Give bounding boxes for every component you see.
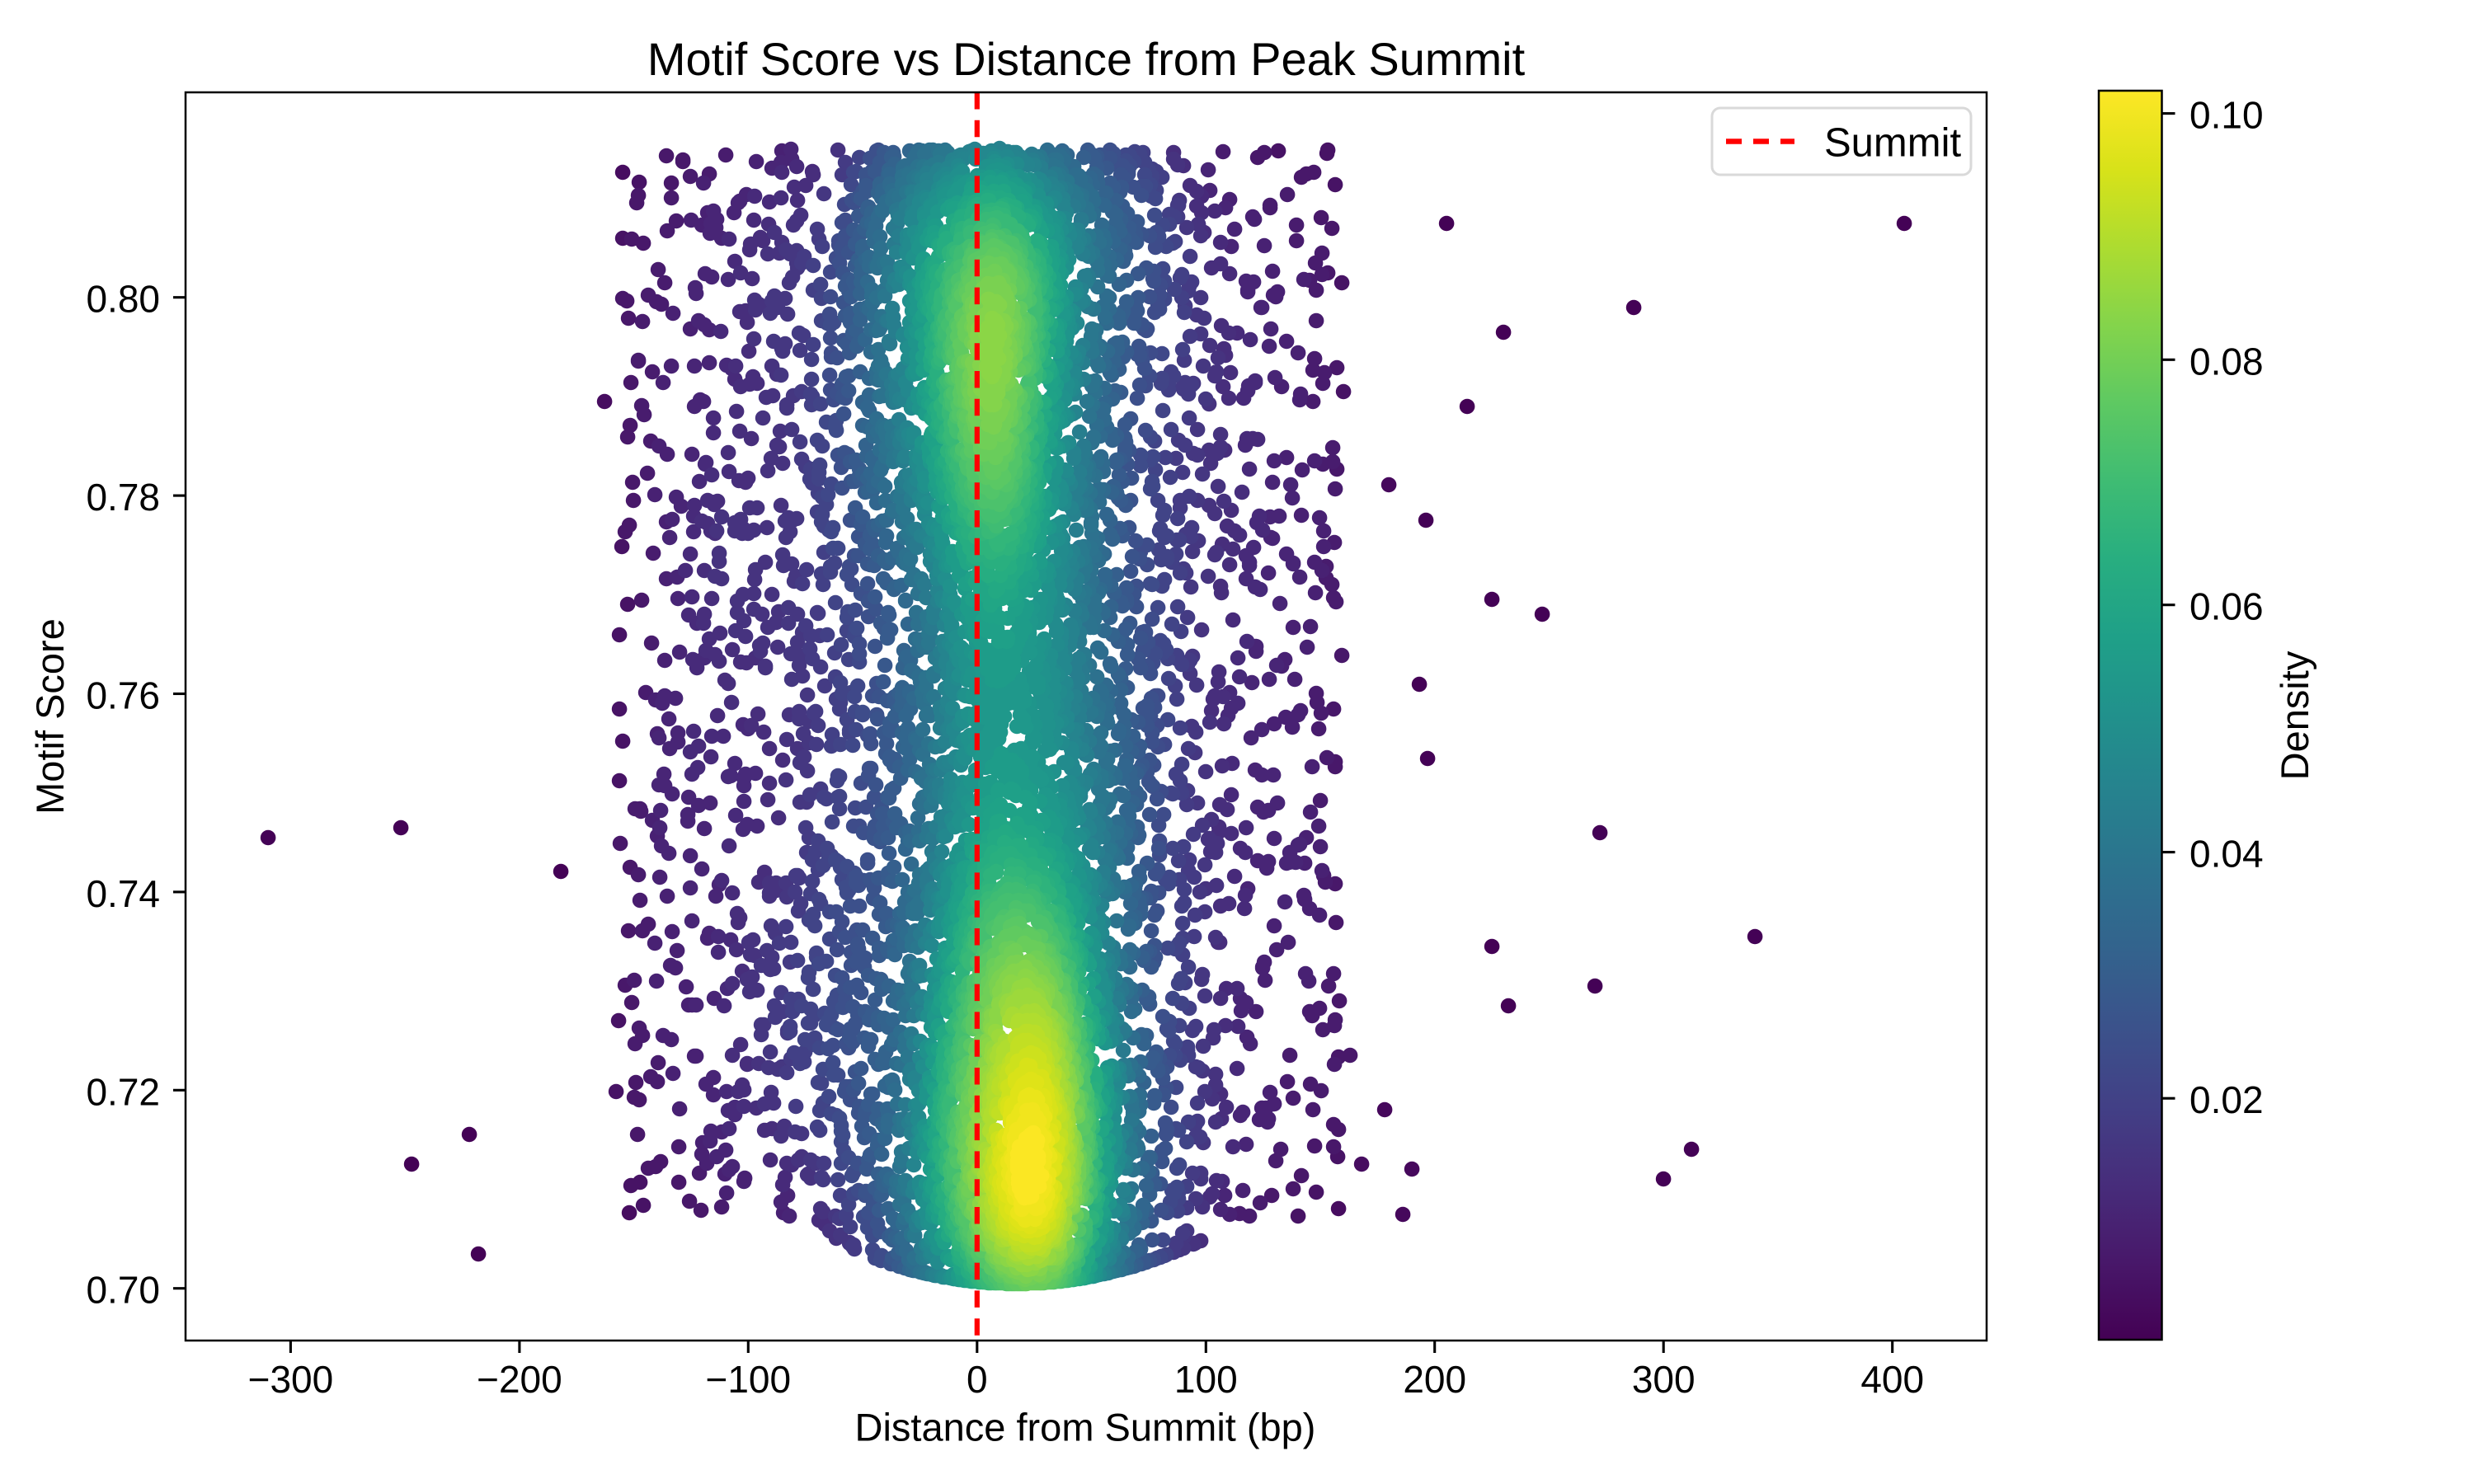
svg-text:0.10: 0.10 bbox=[2189, 94, 2264, 137]
svg-text:0.04: 0.04 bbox=[2189, 833, 2264, 876]
svg-text:0.02: 0.02 bbox=[2189, 1078, 2264, 1121]
svg-text:−200: −200 bbox=[477, 1358, 562, 1401]
svg-text:Motif Score: Motif Score bbox=[28, 618, 72, 815]
svg-text:200: 200 bbox=[1403, 1358, 1466, 1401]
svg-text:−100: −100 bbox=[705, 1358, 791, 1401]
svg-text:0: 0 bbox=[967, 1358, 988, 1401]
svg-text:300: 300 bbox=[1632, 1358, 1696, 1401]
svg-text:0.80: 0.80 bbox=[86, 278, 160, 321]
svg-text:400: 400 bbox=[1860, 1358, 1924, 1401]
svg-text:Summit: Summit bbox=[1824, 120, 1961, 165]
svg-text:0.76: 0.76 bbox=[86, 674, 160, 717]
svg-text:Distance from Summit (bp): Distance from Summit (bp) bbox=[855, 1406, 1316, 1449]
svg-text:−300: −300 bbox=[248, 1358, 334, 1401]
svg-text:Density: Density bbox=[2273, 650, 2316, 780]
svg-text:0.72: 0.72 bbox=[86, 1070, 160, 1113]
svg-text:Motif Score vs Distance from P: Motif Score vs Distance from Peak Summit bbox=[647, 33, 1526, 85]
svg-text:0.06: 0.06 bbox=[2189, 585, 2264, 628]
svg-text:0.70: 0.70 bbox=[86, 1269, 160, 1312]
svg-text:0.74: 0.74 bbox=[86, 872, 160, 915]
svg-text:100: 100 bbox=[1174, 1358, 1238, 1401]
svg-text:0.78: 0.78 bbox=[86, 476, 160, 519]
svg-text:0.08: 0.08 bbox=[2189, 340, 2264, 383]
